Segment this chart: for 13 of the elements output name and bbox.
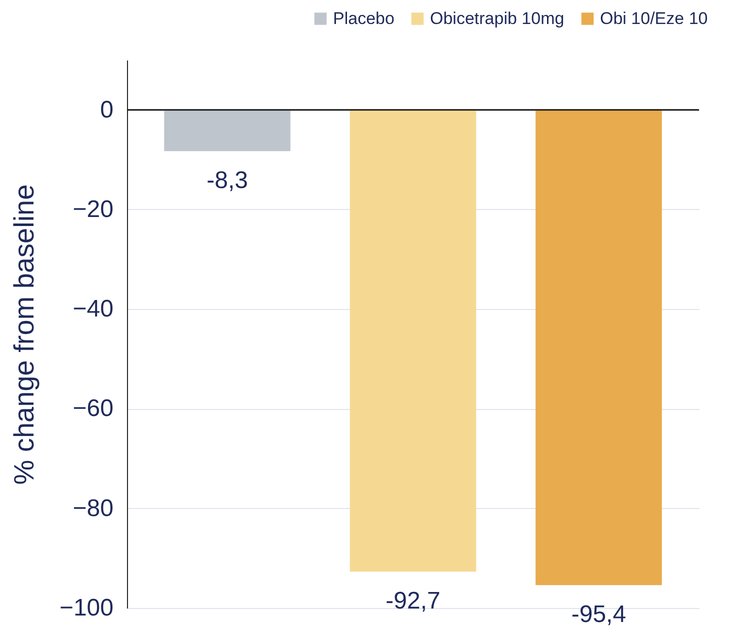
data-label: -95,4: [571, 601, 626, 628]
y-axis-title: % change from baseline: [8, 184, 40, 485]
y-tick-label: −60: [72, 395, 114, 422]
legend-label: Placebo: [333, 8, 394, 28]
data-label: -92,7: [386, 588, 440, 615]
y-tick-label: −40: [72, 296, 114, 323]
y-tick-label: −20: [72, 196, 114, 223]
legend-label: Obi 10/Eze 10: [600, 8, 708, 28]
data-label: -8,3: [206, 167, 248, 194]
y-tick-label: −100: [59, 594, 114, 622]
y-tick-label: −80: [72, 494, 114, 522]
y-tick-label: 0: [100, 96, 114, 124]
legend-label: Obicetrapib 10mg: [430, 8, 564, 28]
